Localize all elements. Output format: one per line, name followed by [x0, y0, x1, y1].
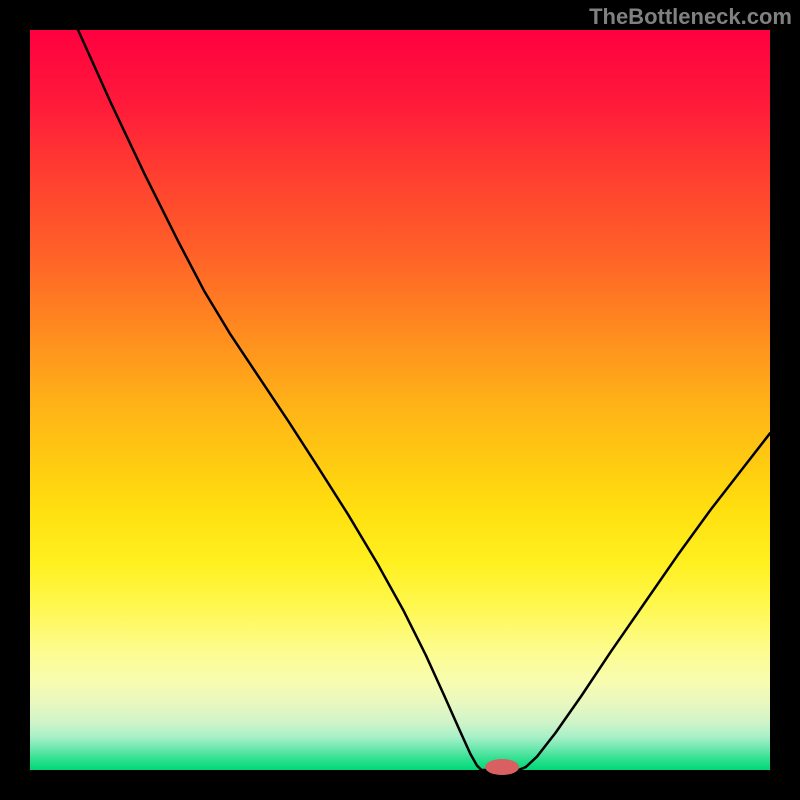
- chart-plot-background: [30, 30, 770, 770]
- optimal-point-marker: [485, 759, 519, 775]
- chart-svg: [0, 0, 800, 800]
- watermark-text: TheBottleneck.com: [589, 4, 792, 30]
- bottleneck-chart: TheBottleneck.com: [0, 0, 800, 800]
